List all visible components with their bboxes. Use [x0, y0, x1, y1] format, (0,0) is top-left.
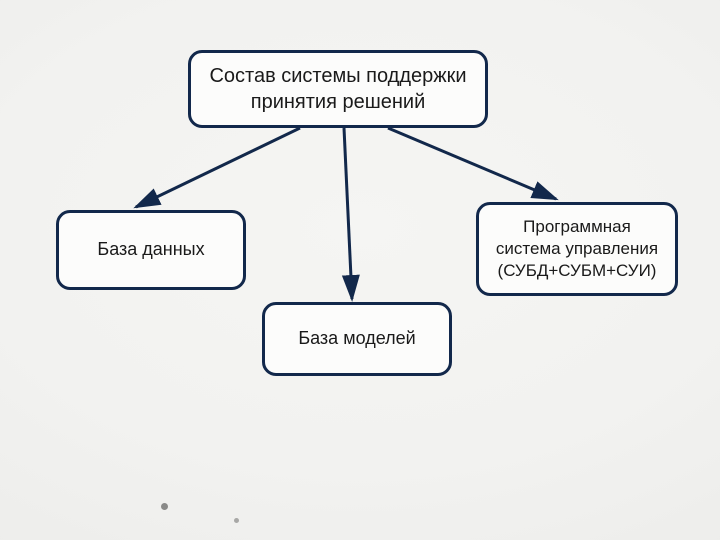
- node-software-label: Программная система управления (СУБД+СУБ…: [489, 216, 665, 282]
- decorative-dot-0: [161, 503, 168, 510]
- node-software: Программная система управления (СУБД+СУБ…: [476, 202, 678, 296]
- node-models-label: База моделей: [298, 327, 415, 350]
- decorative-dot-1: [234, 518, 239, 523]
- node-root-label: Состав системы поддержки принятия решени…: [201, 63, 475, 115]
- node-db: База данных: [56, 210, 246, 290]
- node-models: База моделей: [262, 302, 452, 376]
- node-db-label: База данных: [97, 238, 204, 261]
- node-root: Состав системы поддержки принятия решени…: [188, 50, 488, 128]
- node-layer: Состав системы поддержки принятия решени…: [0, 0, 720, 540]
